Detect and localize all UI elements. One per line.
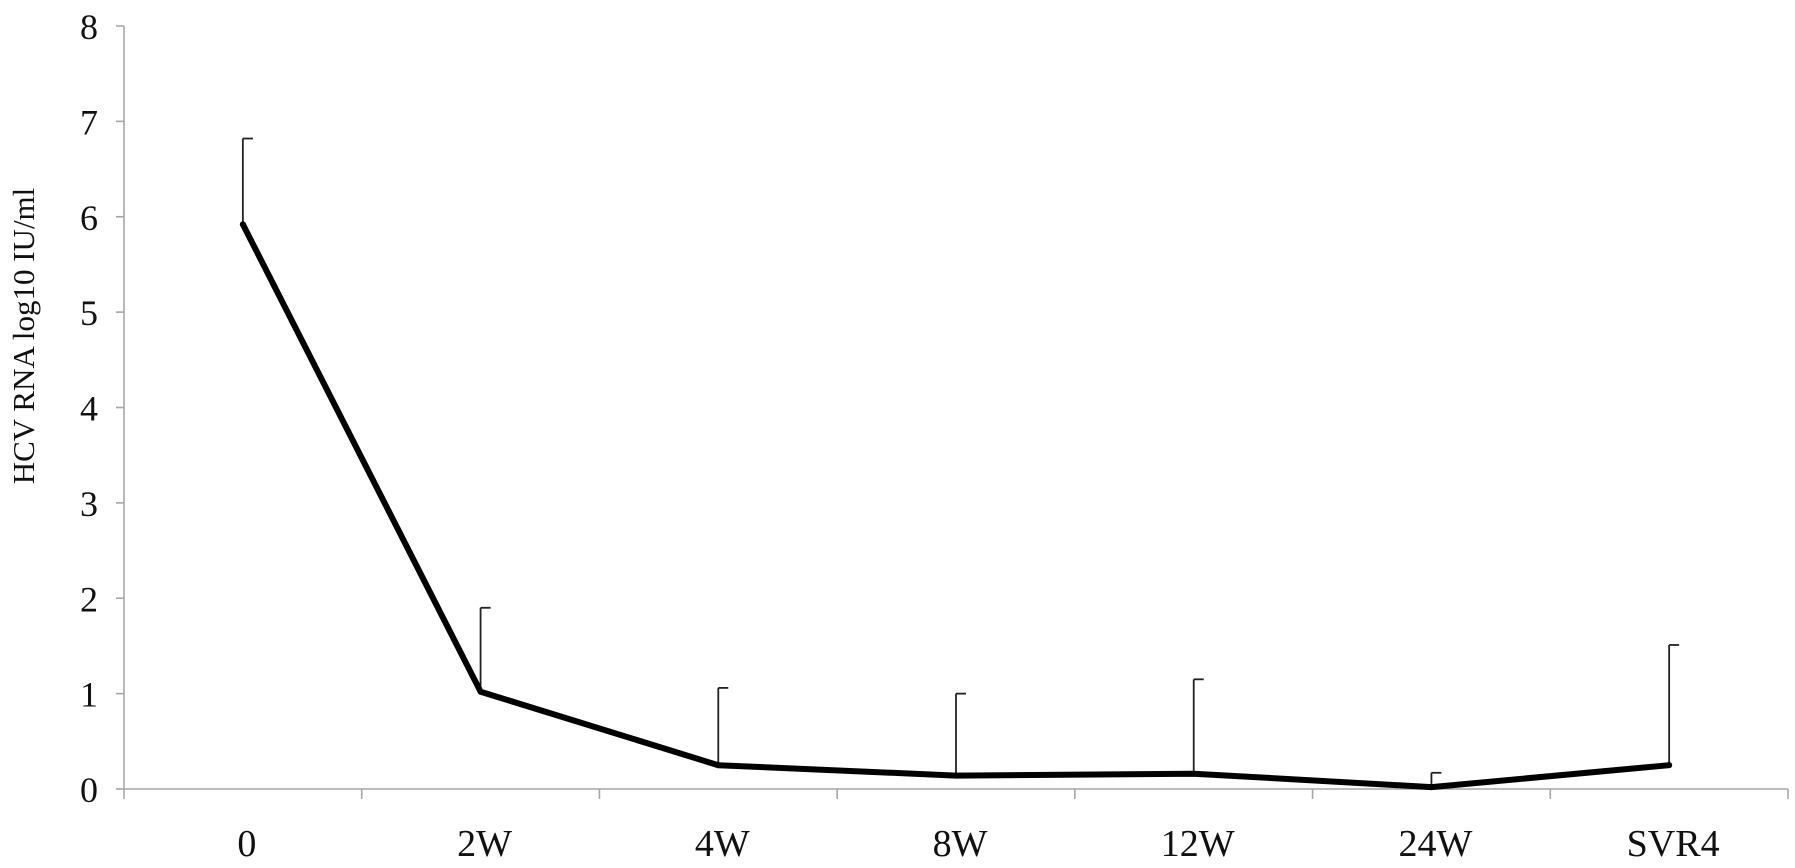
data-point	[715, 762, 722, 769]
y-tick-label: 7	[80, 102, 98, 142]
y-tick-label: 6	[80, 198, 98, 238]
data-point	[1666, 762, 1673, 769]
data-point	[1190, 770, 1197, 777]
x-tick-labels: 0 2W 4W 8W 12W 24W SVR4	[237, 823, 1719, 865]
y-tick-label: 3	[80, 484, 98, 524]
series-layer	[239, 221, 1673, 791]
y-tick-label: 8	[80, 7, 98, 47]
x-tick-label: SVR4	[1627, 823, 1720, 865]
y-tick-label: 0	[80, 770, 98, 810]
x-tick-label: 4W	[695, 823, 750, 865]
x-tick-label: 2W	[457, 823, 512, 865]
y-tick-label: 4	[80, 389, 98, 429]
x-tick-label: 0	[237, 823, 256, 865]
y-axis-label: HCV RNA log10 IU/ml	[6, 188, 41, 485]
x-tick-label: 12W	[1161, 823, 1235, 865]
data-point	[953, 772, 959, 779]
x-tick-label: 8W	[933, 823, 988, 865]
y-tick-label: 2	[80, 579, 98, 619]
y-tick-label: 5	[80, 293, 98, 333]
data-point	[239, 221, 246, 228]
data-point	[477, 688, 484, 695]
error-bars	[241, 137, 1680, 788]
axes	[116, 25, 1789, 799]
x-tick-label: 24W	[1398, 823, 1472, 865]
data-point	[1428, 784, 1435, 791]
y-tick-label: 1	[80, 675, 98, 715]
y-tick-labels: 0 1 2 3 4 5 6 7 8	[80, 7, 98, 810]
